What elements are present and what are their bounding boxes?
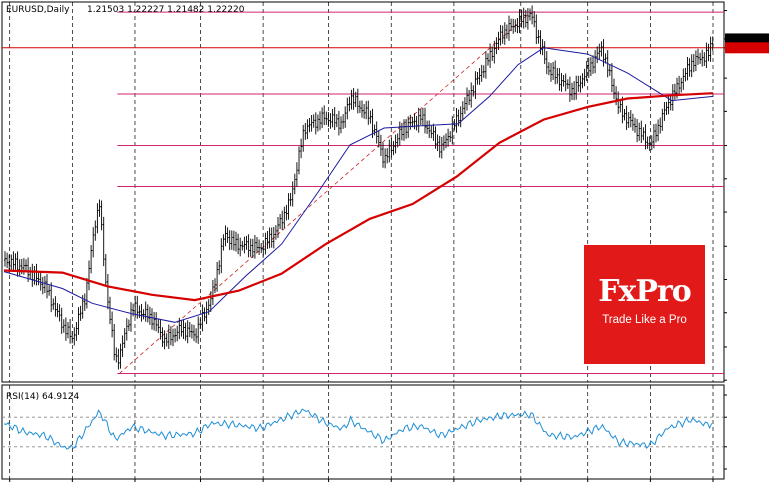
current-price-box (725, 33, 769, 45)
rsi-label: RSI(14) (6, 392, 39, 402)
rsi-plot-frame (1, 384, 725, 480)
marked-level-box (725, 42, 769, 54)
logo-tagline: Trade Like a Pro (602, 314, 687, 326)
fib-trendline (119, 11, 532, 374)
rsi-layer (2, 408, 724, 450)
rsi-value: 64.9124 (42, 392, 79, 402)
logo-brand: FxPro (598, 274, 692, 309)
candles-layer (4, 5, 714, 370)
rsi-line (3, 408, 713, 450)
ma-slow-line (3, 92, 714, 302)
fxpro-logo: FxPro Trade Like a Pro (584, 245, 705, 364)
ohlc-values: 1.21503 1.22227 1.21482 1.22220 (87, 5, 245, 15)
ma-fast-line (3, 47, 714, 323)
axes-layer (9, 10, 769, 482)
moving-average-layer (3, 47, 714, 323)
fibonacci-layer (2, 11, 724, 375)
symbol-label: EURUSD,Daily (6, 5, 70, 15)
